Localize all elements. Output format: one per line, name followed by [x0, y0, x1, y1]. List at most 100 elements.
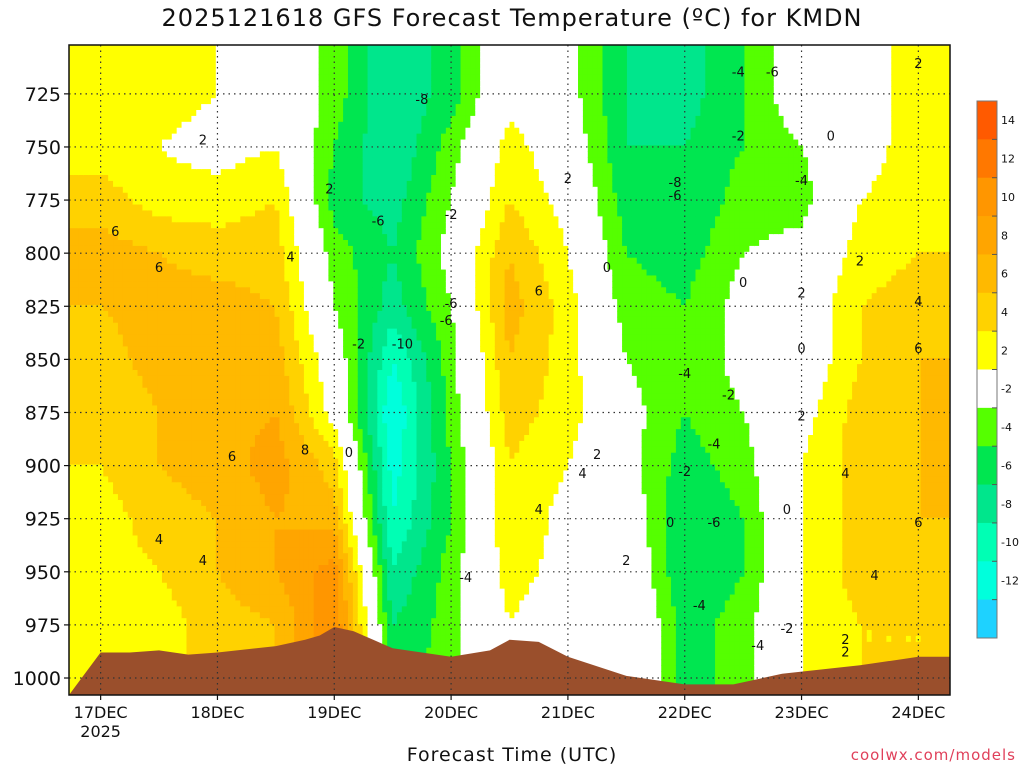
heatmap-cell — [78, 198, 85, 206]
heatmap-cell — [235, 68, 241, 76]
heatmap-cell — [176, 399, 183, 407]
heatmap-cell — [206, 310, 212, 318]
heatmap-cell — [142, 80, 148, 87]
heatmap-cell — [88, 163, 95, 170]
heatmap-cell — [78, 440, 85, 448]
heatmap-cell — [210, 488, 217, 495]
heatmap-cell — [78, 299, 85, 306]
heatmap-cell — [254, 358, 261, 365]
heatmap-cell — [206, 92, 212, 99]
heatmap-cell — [210, 582, 217, 590]
heatmap-cell — [206, 192, 212, 200]
heatmap-cell — [157, 293, 163, 300]
heatmap-cell — [103, 216, 109, 223]
heatmap-cell — [147, 423, 153, 430]
heatmap-cell — [186, 222, 192, 229]
heatmap-cell — [181, 440, 188, 448]
heatmap-cell — [161, 630, 168, 637]
heatmap-cell — [69, 653, 75, 661]
heatmap-cell — [78, 175, 85, 182]
heatmap-cell — [83, 210, 90, 217]
heatmap-cell — [225, 192, 232, 200]
heatmap-cell — [73, 440, 80, 448]
heatmap-cell — [225, 216, 232, 223]
heatmap-cell — [157, 45, 163, 52]
heatmap-cell — [254, 559, 261, 566]
heatmap-cell — [161, 121, 168, 129]
heatmap-cell — [108, 500, 114, 507]
heatmap-cell — [176, 464, 183, 472]
heatmap-cell — [274, 393, 281, 401]
heatmap-cell — [259, 133, 266, 141]
heatmap-cell — [171, 576, 178, 584]
heatmap-cell — [191, 411, 197, 418]
heatmap-cell — [196, 458, 202, 466]
heatmap-cell — [166, 275, 173, 282]
heatmap-cell — [176, 488, 183, 495]
heatmap-cell — [108, 92, 114, 99]
heatmap-cell — [137, 553, 144, 560]
heatmap-cell — [69, 452, 75, 460]
heatmap-cell — [78, 245, 85, 253]
heatmap-cell — [166, 381, 173, 389]
heatmap-cell — [201, 435, 207, 442]
heatmap-cell — [152, 115, 158, 123]
heatmap-cell — [142, 641, 148, 649]
heatmap-cell — [142, 151, 148, 158]
heatmap-cell — [137, 505, 144, 513]
heatmap-cell — [240, 222, 246, 229]
heatmap-cell — [113, 293, 119, 300]
heatmap-cell — [206, 245, 212, 253]
heatmap-cell — [279, 175, 285, 182]
heatmap-cell — [132, 334, 139, 342]
heatmap-cell — [152, 529, 158, 537]
heatmap-cell — [201, 364, 207, 371]
heatmap-cell — [103, 228, 109, 235]
heatmap-cell — [235, 582, 241, 590]
heatmap-cell — [240, 364, 246, 371]
heatmap-cell — [240, 139, 246, 147]
heatmap-cell — [250, 322, 256, 330]
heatmap-cell — [69, 115, 75, 123]
heatmap-cell — [201, 470, 207, 477]
heatmap-cell — [142, 121, 148, 129]
heatmap-cell — [166, 464, 173, 472]
heatmap-cell — [181, 570, 188, 578]
heatmap-cell — [147, 600, 153, 607]
heatmap-cell — [274, 505, 281, 513]
heatmap-cell — [69, 216, 75, 223]
heatmap-cell — [269, 381, 276, 389]
heatmap-cell — [117, 500, 124, 507]
heatmap-cell — [122, 198, 129, 206]
heatmap-cell — [122, 588, 129, 596]
heatmap-cell — [274, 399, 281, 407]
heatmap-cell — [250, 45, 256, 52]
heatmap-cell — [88, 257, 95, 265]
heatmap-cell — [113, 163, 119, 170]
heatmap-cell — [210, 635, 217, 643]
heatmap-cell — [250, 576, 256, 584]
heatmap-cell — [181, 45, 188, 52]
heatmap-cell — [240, 169, 246, 176]
heatmap-cell — [186, 547, 192, 554]
heatmap-cell — [191, 618, 197, 625]
heatmap-cell — [176, 110, 183, 117]
heatmap-cell — [181, 104, 188, 111]
heatmap-cell — [279, 405, 285, 412]
heatmap-cell — [206, 488, 212, 495]
heatmap-cell — [127, 334, 134, 342]
heatmap-cell — [69, 80, 75, 87]
heatmap-cell — [157, 600, 163, 607]
heatmap-cell — [113, 417, 119, 424]
heatmap-cell — [108, 68, 114, 76]
heatmap-cell — [166, 500, 173, 507]
heatmap-cell — [225, 452, 232, 460]
heatmap-cell — [259, 588, 266, 596]
heatmap-cell — [93, 56, 99, 64]
heatmap-cell — [108, 517, 114, 525]
heatmap-cell — [215, 517, 222, 525]
heatmap-cell — [191, 476, 197, 483]
heatmap-cell — [108, 222, 114, 229]
heatmap-cell — [161, 494, 168, 501]
heatmap-cell — [274, 570, 281, 578]
